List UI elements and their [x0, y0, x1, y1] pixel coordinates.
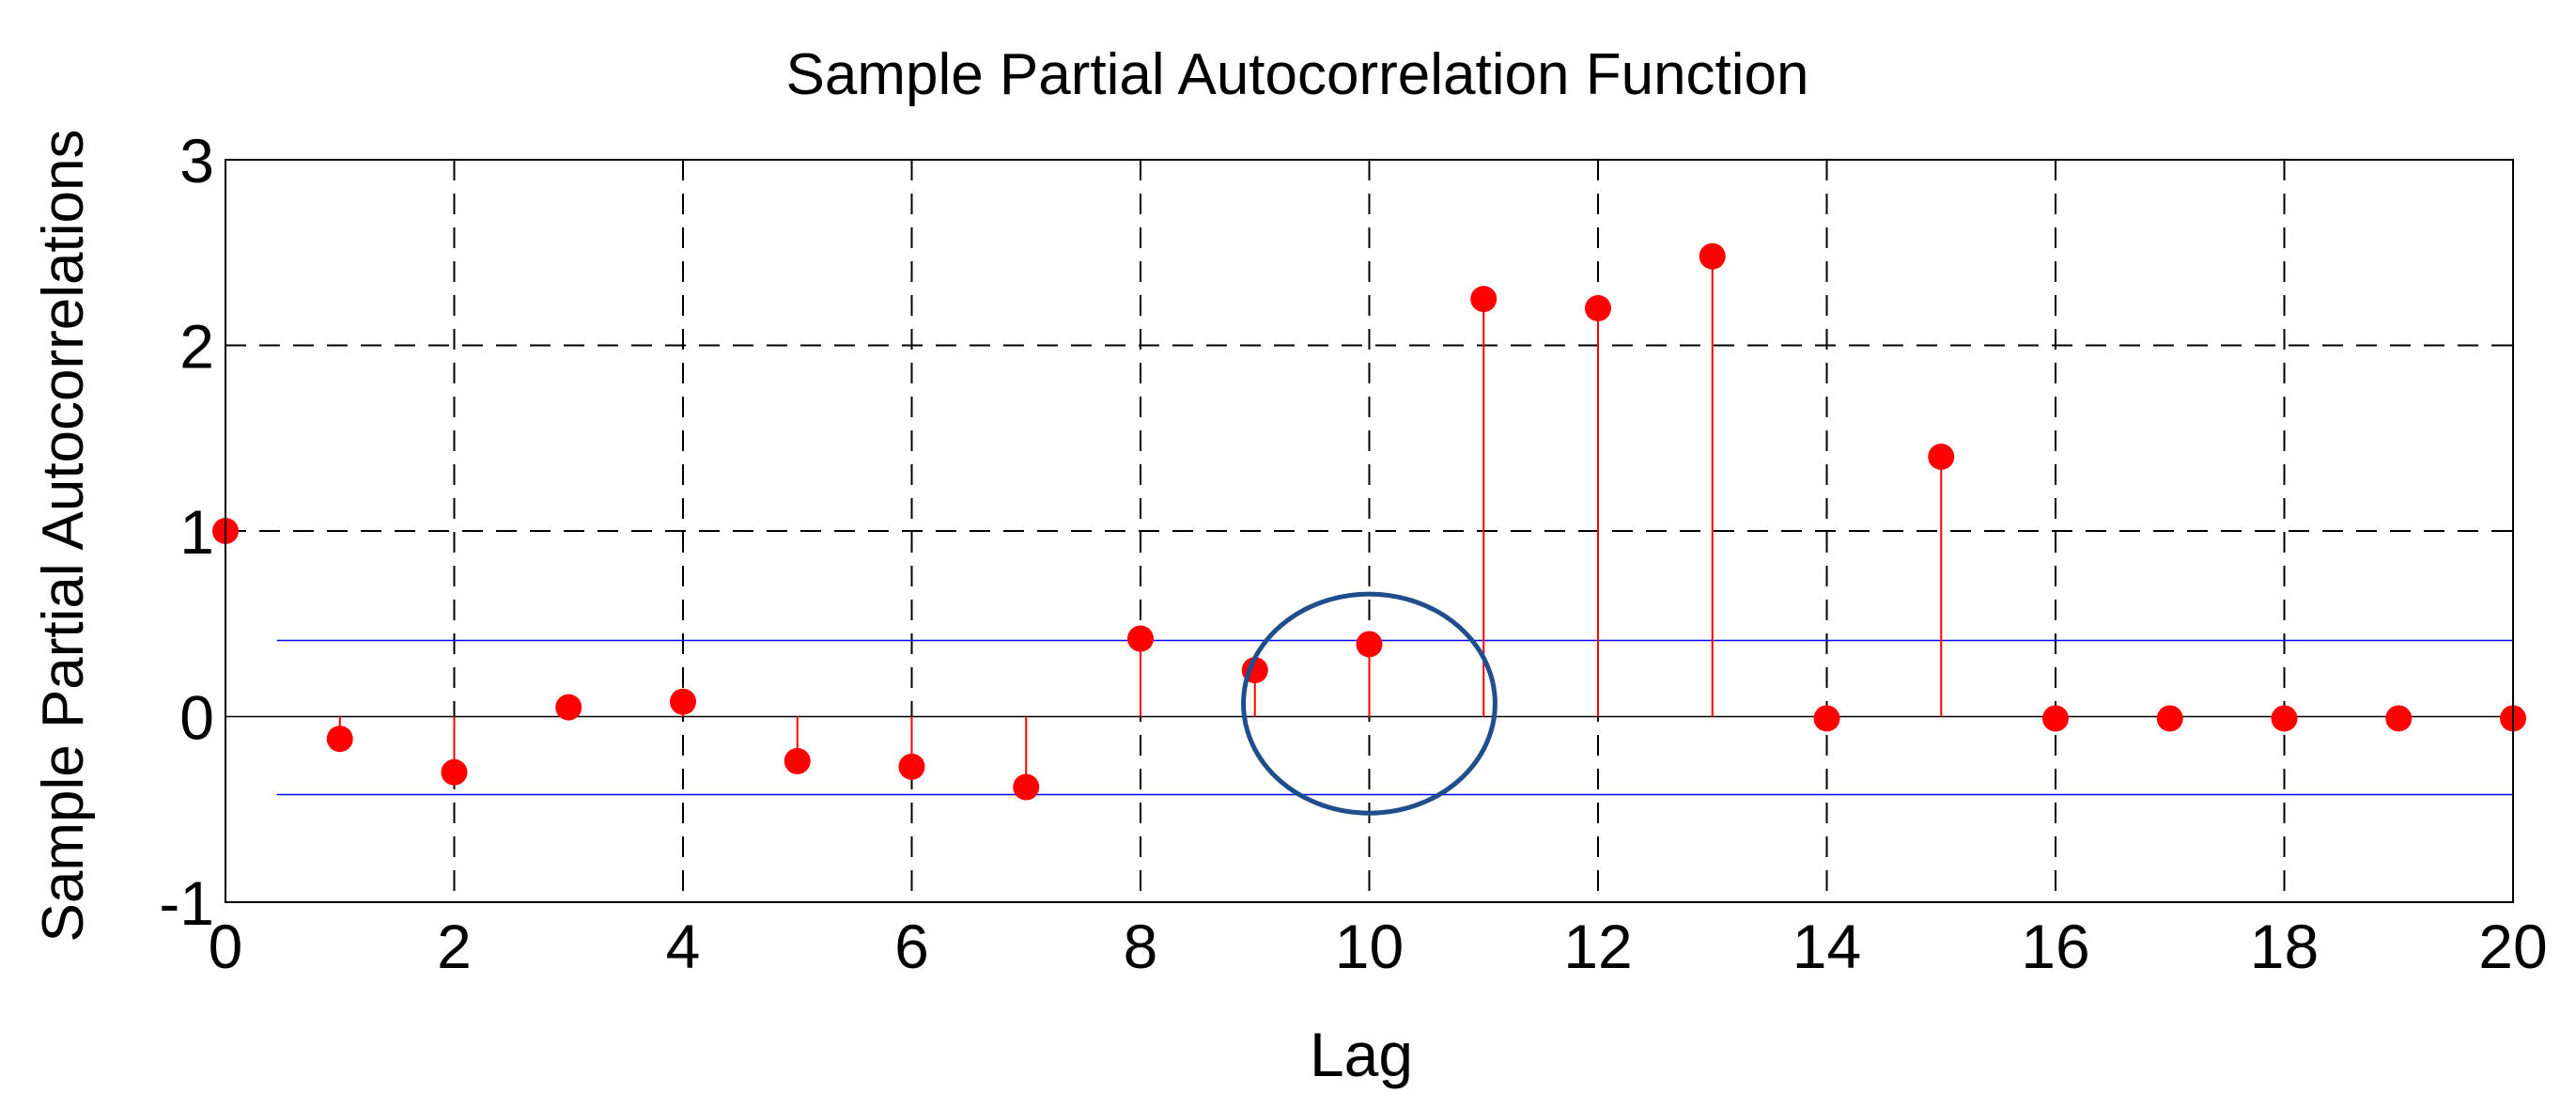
stem-marker [2271, 705, 2298, 732]
chart-title: Sample Partial Autocorrelation Function [785, 42, 1808, 107]
x-tick-label: 14 [1792, 912, 1861, 981]
x-tick-label: 10 [1335, 912, 1404, 981]
x-tick-label: 6 [894, 912, 929, 981]
stem-marker [898, 753, 925, 780]
stem-marker [1928, 444, 1955, 470]
x-tick-label: 0 [209, 912, 243, 981]
stem-marker [784, 747, 811, 774]
stem-marker [1127, 625, 1154, 652]
y-tick-label: 0 [179, 683, 214, 753]
x-tick-label: 4 [666, 912, 701, 981]
x-axis-label: Lag [1310, 1020, 1413, 1089]
stem-marker [1470, 286, 1497, 313]
x-tick-label: 2 [437, 912, 472, 981]
x-tick-label: 8 [1124, 912, 1158, 981]
stem-marker [1699, 242, 1726, 270]
x-tick-labels: 0 2 4 6 8 10 12 14 16 18 20 [209, 912, 2548, 981]
stem-series [212, 242, 2526, 801]
stem-marker [1813, 705, 1840, 732]
confidence-bounds [276, 639, 2513, 796]
stem-marker [1356, 631, 1383, 658]
stem-marker [441, 758, 468, 786]
y-tick-label: -1 [159, 868, 214, 938]
x-tick-label: 20 [2478, 912, 2547, 981]
y-axis-label: Sample Partial Autocorrelations [31, 129, 96, 942]
x-tick-label: 16 [2021, 912, 2089, 981]
y-tick-label: 3 [179, 126, 214, 195]
stem-marker [670, 688, 696, 715]
axes-box [225, 159, 2514, 903]
stem-marker [2042, 705, 2069, 732]
x-tick-label: 18 [2250, 912, 2319, 981]
y-tick-labels: -1 0 1 2 3 [159, 126, 214, 938]
stem-marker [1585, 295, 1611, 321]
x-tick-label: 12 [1563, 912, 1632, 981]
stem-marker [326, 726, 353, 753]
stem-marker [555, 694, 582, 721]
highlight-circle [1241, 591, 1497, 816]
y-tick-label: 2 [179, 312, 214, 382]
stem-marker [2385, 705, 2413, 732]
stem-marker [1013, 773, 1040, 801]
y-tick-label: 1 [179, 497, 214, 567]
stem-marker [2156, 705, 2183, 732]
